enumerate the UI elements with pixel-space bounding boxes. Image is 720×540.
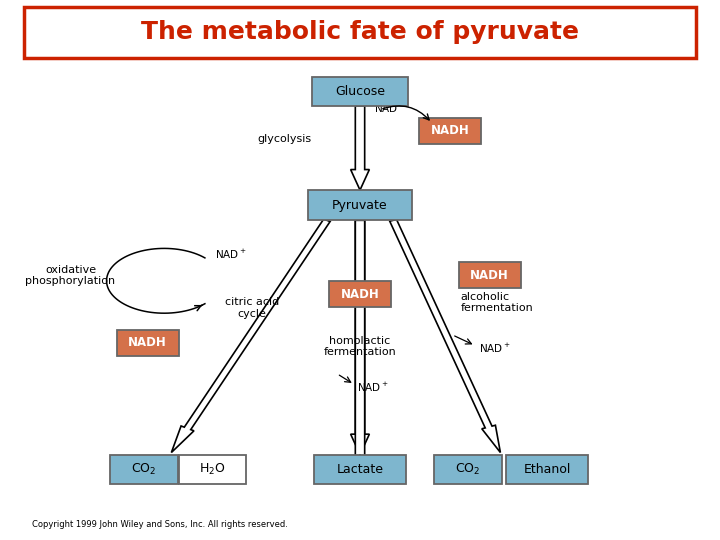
Text: Copyright 1999 John Wiley and Sons, Inc. All rights reserved.: Copyright 1999 John Wiley and Sons, Inc.… [32, 521, 288, 529]
Text: H$_2$O: H$_2$O [199, 462, 225, 477]
Text: Lactate: Lactate [336, 463, 384, 476]
Text: Glucose: Glucose [335, 85, 385, 98]
Text: homolactic
fermentation: homolactic fermentation [323, 336, 397, 357]
FancyBboxPatch shape [312, 77, 408, 106]
FancyBboxPatch shape [506, 455, 588, 484]
Text: citric acid
cycle: citric acid cycle [225, 297, 279, 319]
Text: alcoholic
fermentation: alcoholic fermentation [461, 292, 534, 313]
Text: NADH: NADH [128, 336, 167, 349]
Polygon shape [351, 220, 369, 455]
Polygon shape [351, 220, 369, 475]
FancyBboxPatch shape [24, 7, 696, 58]
Text: NADH: NADH [470, 269, 509, 282]
Polygon shape [390, 219, 500, 453]
Text: CO$_2$: CO$_2$ [455, 462, 481, 477]
Text: NAD$^+$: NAD$^+$ [357, 381, 389, 394]
Polygon shape [171, 219, 330, 453]
FancyBboxPatch shape [179, 455, 246, 484]
Text: NAD$^+$: NAD$^+$ [215, 248, 246, 261]
FancyBboxPatch shape [434, 455, 502, 484]
FancyBboxPatch shape [419, 118, 481, 144]
Text: NADH: NADH [341, 288, 379, 301]
FancyBboxPatch shape [117, 330, 179, 356]
Text: The metabolic fate of pyruvate: The metabolic fate of pyruvate [141, 21, 579, 44]
Polygon shape [351, 106, 369, 190]
Text: oxidative
phosphorylation: oxidative phosphorylation [25, 265, 116, 286]
Text: NAD$^+$: NAD$^+$ [374, 102, 406, 114]
Text: Pyruvate: Pyruvate [332, 199, 388, 212]
Text: Ethanol: Ethanol [523, 463, 571, 476]
Text: glycolysis: glycolysis [257, 134, 311, 144]
FancyBboxPatch shape [308, 190, 412, 220]
Text: NADH: NADH [431, 124, 469, 137]
FancyBboxPatch shape [314, 455, 406, 484]
FancyBboxPatch shape [110, 455, 178, 484]
FancyBboxPatch shape [329, 281, 391, 307]
FancyBboxPatch shape [459, 262, 521, 288]
Text: NAD$^+$: NAD$^+$ [479, 342, 510, 355]
Text: CO$_2$: CO$_2$ [131, 462, 157, 477]
